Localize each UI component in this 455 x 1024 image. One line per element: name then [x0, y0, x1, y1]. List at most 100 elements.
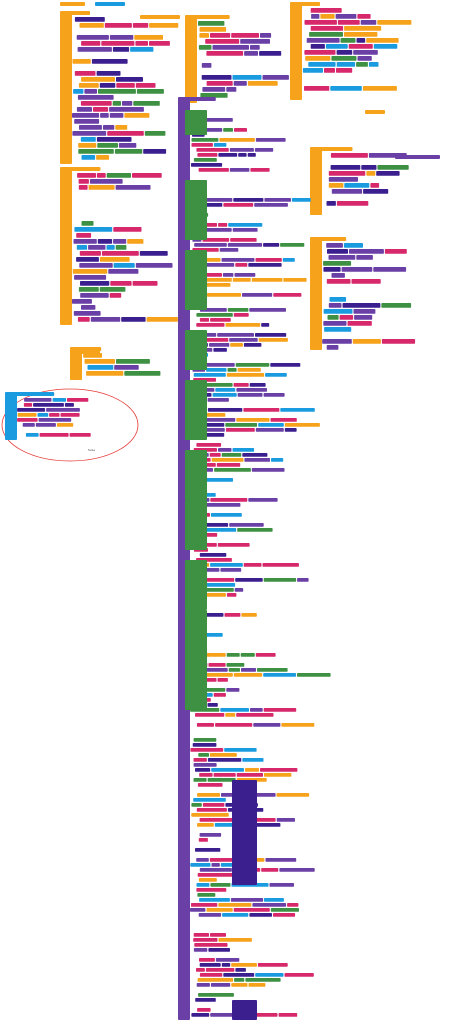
block — [199, 478, 233, 482]
block — [198, 878, 217, 882]
block — [223, 128, 233, 132]
block — [219, 138, 255, 142]
block — [76, 35, 109, 40]
block — [221, 453, 242, 457]
block — [342, 303, 381, 308]
block — [344, 183, 370, 188]
block-header — [310, 237, 347, 241]
block — [60, 413, 80, 417]
block — [250, 45, 260, 50]
block — [232, 278, 251, 282]
block — [198, 583, 236, 587]
block — [97, 143, 118, 148]
block — [291, 198, 311, 202]
block — [197, 418, 236, 422]
block — [99, 257, 130, 262]
block — [17, 418, 38, 422]
block — [361, 165, 377, 170]
block-label: false — [88, 448, 95, 452]
block — [227, 368, 237, 372]
block — [221, 963, 231, 967]
block — [190, 908, 206, 912]
block — [264, 898, 284, 902]
block — [135, 41, 148, 46]
block — [37, 413, 49, 417]
block — [255, 653, 276, 657]
block — [240, 653, 255, 657]
block — [217, 678, 228, 682]
block — [209, 858, 240, 862]
block — [197, 1008, 211, 1012]
block — [254, 203, 288, 207]
block — [395, 155, 440, 159]
block — [196, 983, 210, 987]
block — [229, 168, 250, 172]
block — [304, 20, 337, 25]
block — [127, 239, 144, 244]
block — [88, 245, 106, 250]
block — [311, 14, 320, 19]
block — [349, 249, 384, 254]
block — [135, 83, 156, 88]
block — [201, 75, 232, 80]
block — [304, 86, 330, 91]
block — [368, 62, 379, 67]
block — [249, 913, 272, 917]
block — [17, 408, 46, 412]
block — [273, 913, 296, 917]
block — [273, 293, 302, 297]
block — [202, 503, 241, 507]
block — [381, 339, 416, 344]
block — [233, 908, 270, 912]
block — [206, 81, 233, 86]
block — [233, 81, 247, 86]
block — [230, 238, 257, 242]
block — [76, 107, 92, 112]
block — [196, 808, 227, 812]
block — [215, 723, 253, 727]
block — [255, 793, 276, 797]
block — [136, 89, 164, 94]
block — [196, 723, 214, 727]
block — [124, 113, 150, 118]
block — [195, 998, 216, 1002]
block — [93, 107, 109, 112]
block — [96, 137, 132, 142]
block — [323, 267, 341, 272]
block — [241, 613, 257, 617]
block — [198, 838, 208, 842]
block — [263, 673, 296, 677]
block — [109, 293, 122, 298]
block — [211, 768, 244, 772]
block — [76, 257, 99, 262]
block — [218, 448, 232, 452]
block — [243, 343, 262, 347]
block-spine — [185, 18, 197, 103]
block — [194, 943, 228, 947]
block — [196, 148, 229, 152]
block — [78, 179, 89, 184]
block — [56, 423, 74, 427]
block — [78, 149, 114, 154]
block — [197, 793, 220, 797]
block-branch — [185, 330, 207, 370]
block — [118, 143, 137, 148]
block — [116, 83, 135, 88]
block — [96, 173, 106, 178]
block — [17, 413, 37, 417]
block — [78, 287, 99, 292]
block-spine — [60, 170, 72, 325]
block — [261, 323, 270, 327]
block — [84, 359, 115, 364]
block — [226, 593, 237, 597]
block — [89, 179, 123, 184]
block — [197, 978, 234, 982]
block — [348, 44, 373, 49]
block — [225, 428, 255, 432]
block — [199, 553, 227, 557]
block — [264, 773, 292, 777]
block — [328, 171, 366, 176]
block — [80, 137, 96, 142]
block — [347, 321, 372, 326]
block — [284, 973, 314, 977]
